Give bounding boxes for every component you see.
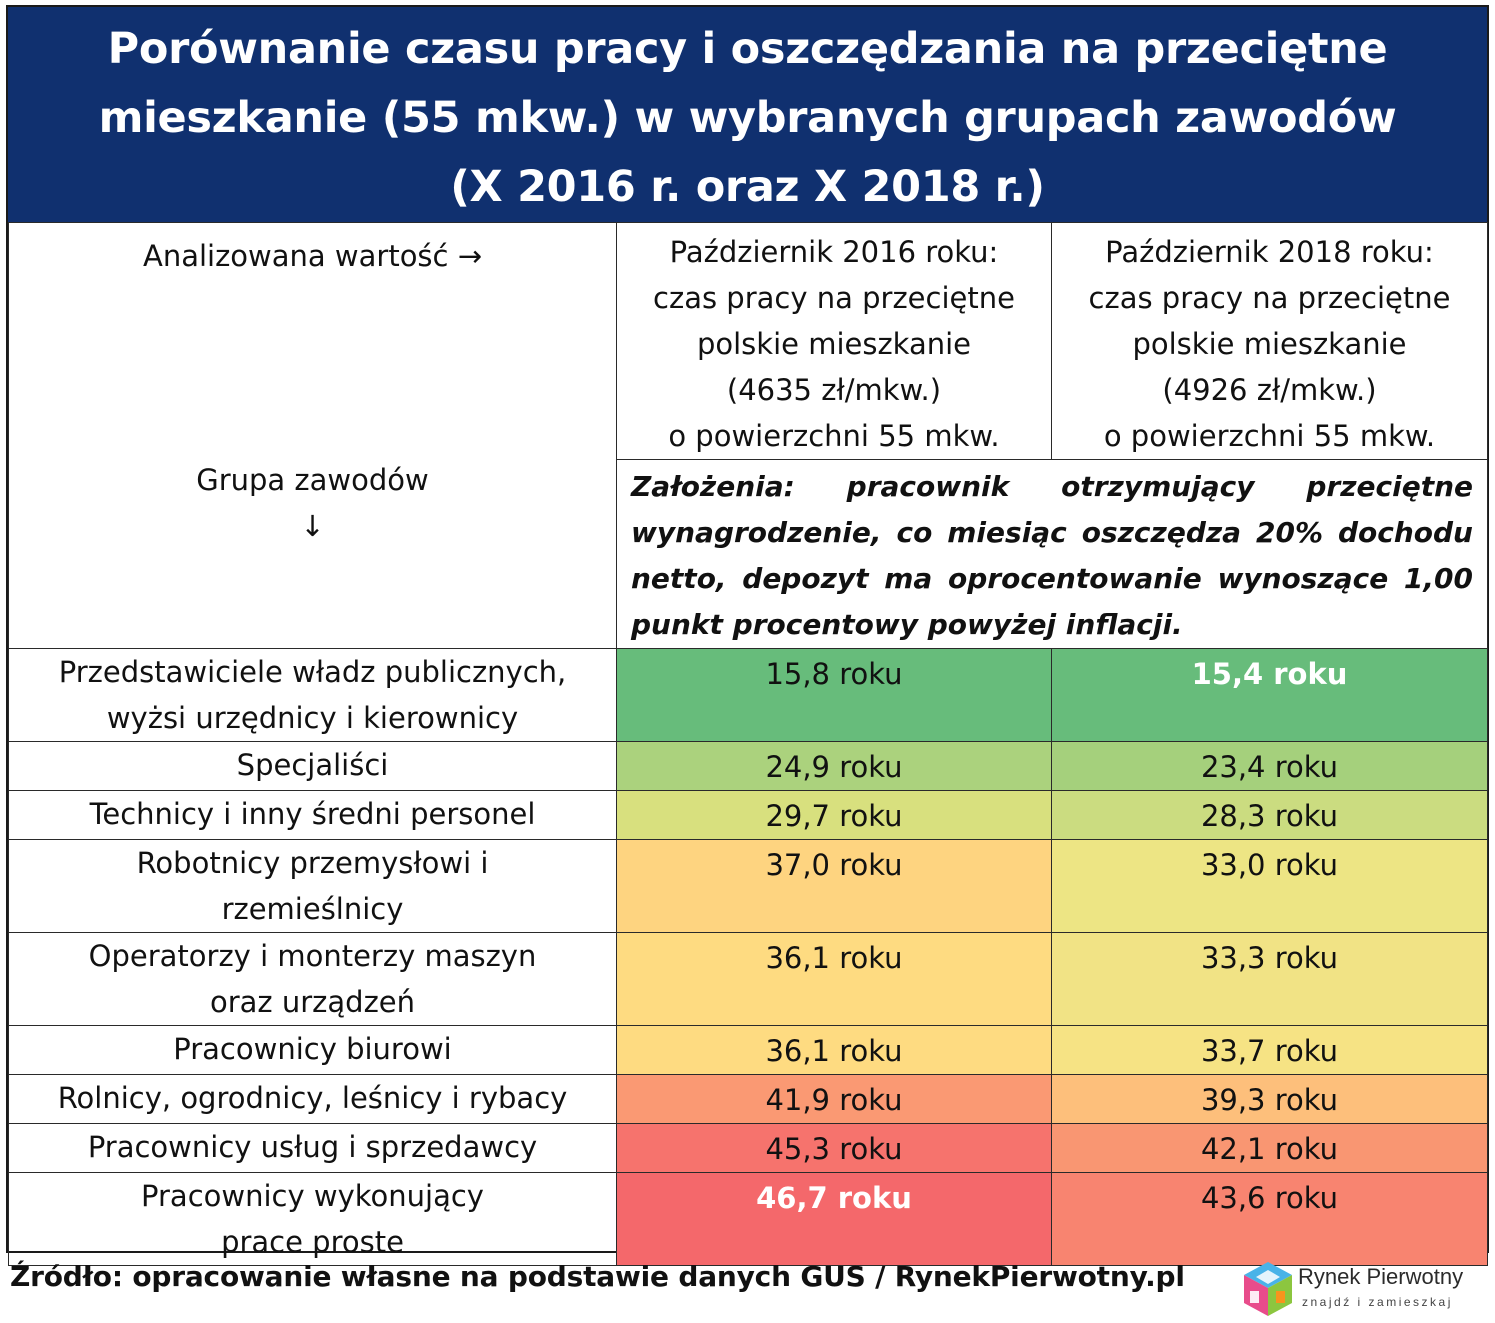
down-arrow-icon: ↓ xyxy=(300,509,325,543)
group-label: Grupa zawodów xyxy=(196,463,429,497)
table-row: Technicy i inny średni personel 29,7 roku… xyxy=(8,790,1488,840)
value-label-2018: 15,4 roku xyxy=(1191,657,1348,691)
group-name-line: prace proste xyxy=(221,1225,404,1259)
value-label-2016: 36,1 roku xyxy=(765,1034,903,1068)
header-2016-line: (4635 zł/mkw.) xyxy=(726,373,942,407)
title-line: mieszkanie (55 mkw.) w wybranych grupach… xyxy=(98,93,1397,143)
value-label-2016: 37,0 roku xyxy=(765,848,903,882)
group-name-line: Technicy i inny średni personel xyxy=(89,797,536,831)
value-label-2016: 41,9 roku xyxy=(765,1083,903,1117)
value-cell-2018: 33,7 roku xyxy=(1051,1025,1488,1075)
table-row: Przedstawiciele władz publicznych, wyżsi … xyxy=(8,648,1488,742)
group-name-line: Pracownicy biurowi xyxy=(173,1032,452,1066)
group-name-line: Operatorzy i monterzy maszyn xyxy=(88,939,537,973)
table-frame: Porównanie czasu pracy i oszczędzania na… xyxy=(6,5,1489,1266)
group-name-line: oraz urządzeń xyxy=(209,985,416,1019)
value-label-2018: 39,3 roku xyxy=(1200,1083,1339,1117)
assumptions-note: Założenia: pracownik otrzymujący przecię… xyxy=(616,459,1488,649)
page-title: Porównanie czasu pracy i oszczędzania na… xyxy=(8,7,1487,222)
value-cell-2018: 23,4 roku xyxy=(1051,741,1488,791)
group-name-line: Pracownicy usług i sprzedawcy xyxy=(87,1130,538,1164)
group-cell: Robotnicy przemysłowi i rzemieślnicy xyxy=(8,839,617,933)
header-2018: Październik 2018 roku: czas pracy na prz… xyxy=(1051,222,1488,460)
value-label-2016: 46,7 roku xyxy=(756,1181,912,1215)
table-row: Pracownicy biurowi 36,1 roku 33,7 roku xyxy=(8,1025,1488,1075)
table-row: Pracownicy wykonujący prace proste 46,7 ro… xyxy=(8,1172,1488,1266)
value-cell-2016: 36,1 roku xyxy=(616,1025,1052,1075)
header-2018-line: Październik 2018 roku: xyxy=(1105,235,1434,269)
analyzed-value-label: Analizowana wartość → xyxy=(142,239,483,273)
value-label-2016: 15,8 roku xyxy=(765,657,903,691)
logo-tagline: znajdź i zamieszkaj xyxy=(1302,1295,1453,1309)
value-cell-2018: 28,3 roku xyxy=(1051,790,1488,840)
value-cell-2016: 37,0 roku xyxy=(616,839,1052,933)
table-row: Specjaliści 24,9 roku 23,4 roku xyxy=(8,741,1488,791)
value-label-2018: 33,3 roku xyxy=(1200,941,1339,975)
group-cell: Operatorzy i monterzy maszyn oraz urządze… xyxy=(8,932,617,1026)
value-cell-2016: 45,3 roku xyxy=(616,1123,1052,1173)
brand-logo[interactable]: Rynek Pierwotny znajdź i zamieszkaj xyxy=(1240,1258,1490,1320)
value-cell-2018: 15,4 roku xyxy=(1051,648,1488,742)
group-cell: Rolnicy, ogrodnicy, leśnicy i rybacy xyxy=(8,1074,617,1124)
group-name-line: Specjaliści xyxy=(236,748,389,782)
table-row: Operatorzy i monterzy maszyn oraz urządze… xyxy=(8,932,1488,1026)
title-line: (X 2016 r. oraz X 2018 r.) xyxy=(450,162,1045,212)
value-cell-2016: 41,9 roku xyxy=(616,1074,1052,1124)
value-label-2018: 43,6 roku xyxy=(1200,1181,1339,1215)
header-2016-line: polskie mieszkanie xyxy=(696,327,972,361)
group-name-line: Rolnicy, ogrodnicy, leśnicy i rybacy xyxy=(57,1081,568,1115)
group-label-block: Grupa zawodów ↓ xyxy=(10,457,616,549)
value-cell-2018: 43,6 roku xyxy=(1051,1172,1488,1266)
group-cell: Technicy i inny średni personel xyxy=(8,790,617,840)
value-cell-2016: 29,7 roku xyxy=(616,790,1052,840)
group-cell: Pracownicy biurowi xyxy=(8,1025,617,1075)
value-label-2018: 33,0 roku xyxy=(1200,848,1339,882)
header-2016-line: o powierzchni 55 mkw. xyxy=(668,419,1000,453)
header-2018-line: (4926 zł/mkw.) xyxy=(1162,373,1377,407)
table-row: Rolnicy, ogrodnicy, leśnicy i rybacy 41,9… xyxy=(8,1074,1488,1124)
table-row: Pracownicy usług i sprzedawcy 45,3 roku 42… xyxy=(8,1123,1488,1173)
group-name-line: Przedstawiciele władz publicznych, xyxy=(58,655,567,689)
group-cell: Pracownicy usług i sprzedawcy xyxy=(8,1123,617,1173)
group-cell: Specjaliści xyxy=(8,741,617,791)
header-2018-line: o powierzchni 55 mkw. xyxy=(1103,419,1436,453)
group-cell: Pracownicy wykonujący prace proste xyxy=(8,1172,617,1266)
source-note: Źródło: opracowanie własne na podstawie … xyxy=(10,1260,1185,1293)
value-label-2018: 33,7 roku xyxy=(1200,1034,1339,1068)
value-cell-2018: 39,3 roku xyxy=(1051,1074,1488,1124)
value-label-2016: 24,9 roku xyxy=(765,750,903,784)
header-2016-line: czas pracy na przeciętne xyxy=(653,281,1015,315)
header-2016: Październik 2016 roku: czas pracy na prz… xyxy=(616,222,1052,460)
value-label-2016: 29,7 roku xyxy=(765,799,903,833)
logo-name: Rynek Pierwotny xyxy=(1298,1264,1464,1289)
value-cell-2018: 33,0 roku xyxy=(1051,839,1488,933)
value-cell-2018: 42,1 roku xyxy=(1051,1123,1488,1173)
group-name-line: Robotnicy przemysłowi i xyxy=(136,846,489,880)
group-cell: Przedstawiciele władz publicznych, wyżsi … xyxy=(8,648,617,742)
comparison-table: Analizowana wartość → Grupa zawodów ↓ Pa… xyxy=(8,222,1488,1266)
header-2018-line: polskie mieszkanie xyxy=(1132,327,1407,361)
header-2018-line: czas pracy na przeciętne xyxy=(1088,281,1451,315)
group-name-line: rzemieślnicy xyxy=(221,892,404,926)
value-cell-2016: 15,8 roku xyxy=(616,648,1052,742)
value-cell-2016: 24,9 roku xyxy=(616,741,1052,791)
title-line: Porównanie czasu pracy i oszczędzania na… xyxy=(107,24,1388,74)
value-label-2018: 23,4 roku xyxy=(1200,750,1339,784)
value-label-2016: 45,3 roku xyxy=(765,1132,903,1166)
value-cell-2016: 36,1 roku xyxy=(616,932,1052,1026)
house-cube-icon xyxy=(1244,1262,1292,1316)
value-label-2018: 42,1 roku xyxy=(1200,1132,1339,1166)
value-label-2018: 28,3 roku xyxy=(1200,799,1339,833)
value-label-2016: 36,1 roku xyxy=(765,941,903,975)
value-cell-2018: 33,3 roku xyxy=(1051,932,1488,1026)
header-2016-line: Październik 2016 roku: xyxy=(669,235,999,269)
table-row: Robotnicy przemysłowi i rzemieślnicy 37,0 … xyxy=(8,839,1488,933)
value-cell-2016: 46,7 roku xyxy=(616,1172,1052,1266)
group-name-line: wyżsi urzędnicy i kierownicy xyxy=(106,701,519,735)
header-left-cell: Analizowana wartość → Grupa zawodów ↓ xyxy=(8,222,617,649)
group-name-line: Pracownicy wykonujący xyxy=(141,1179,484,1213)
